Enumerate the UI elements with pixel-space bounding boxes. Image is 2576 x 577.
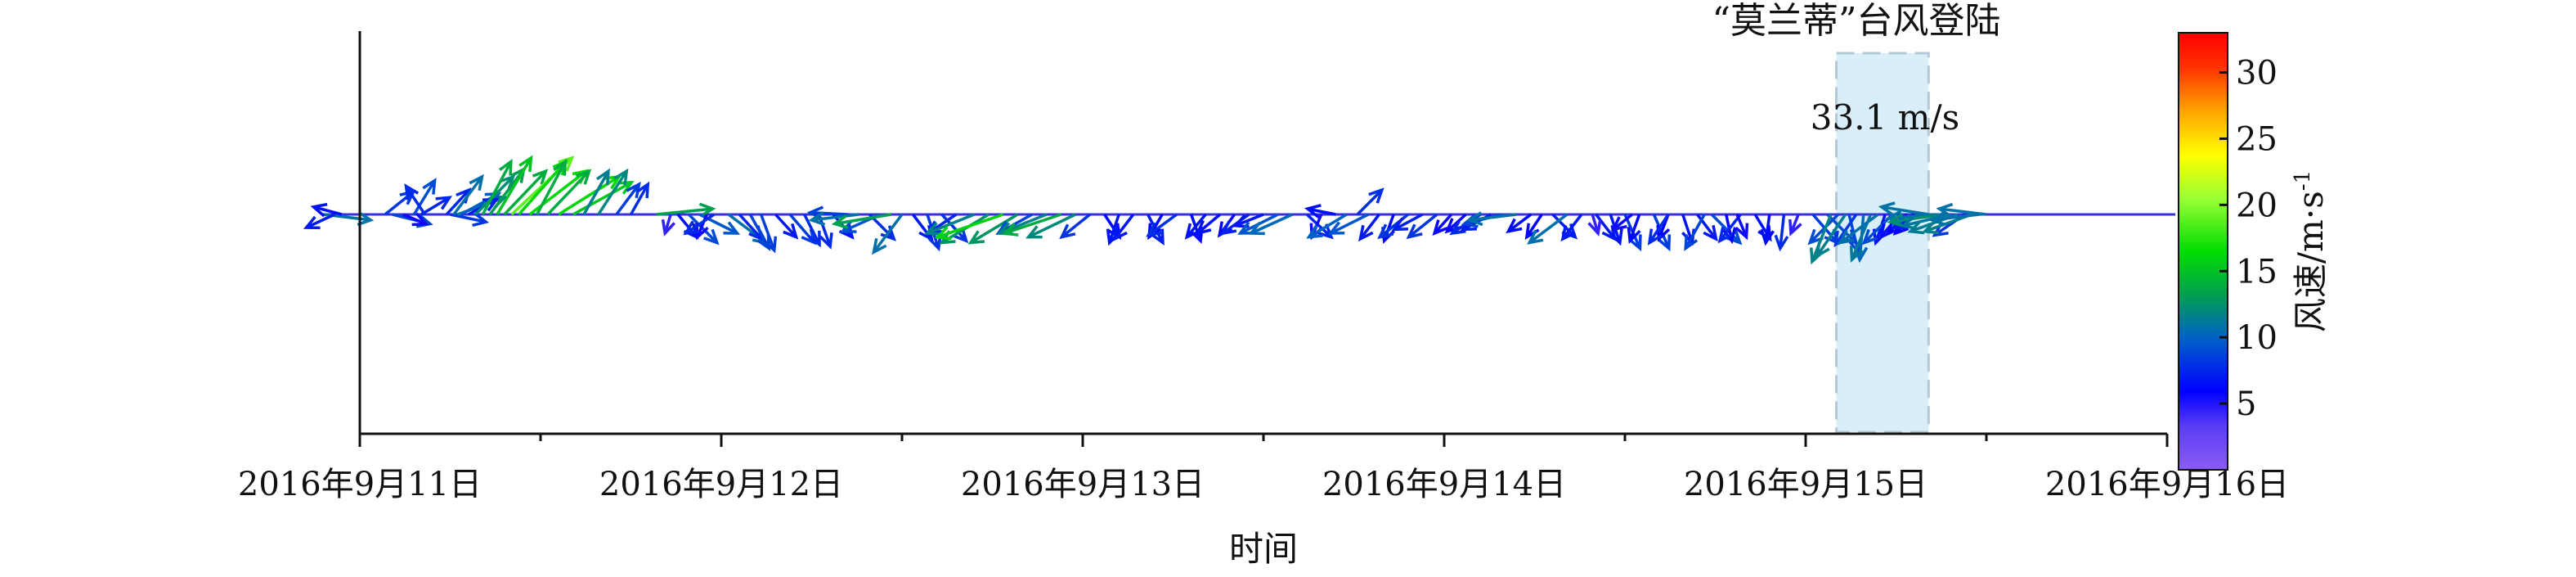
wind-vector xyxy=(572,180,635,216)
x-tick-label: 2016年9月13日 xyxy=(961,466,1205,503)
wind-vector xyxy=(1696,213,1718,242)
colorbar-ticks: 5 10 15 20 25 30 xyxy=(2219,55,2278,423)
wind-vector xyxy=(831,213,892,229)
wind-vector xyxy=(402,212,429,227)
colorbar-tick-label: 20 xyxy=(2236,187,2278,224)
wind-vector xyxy=(1358,213,1380,242)
colorbar xyxy=(2178,32,2228,471)
wind-vector xyxy=(310,202,343,218)
wind-vector xyxy=(1788,214,1802,237)
wind-vector xyxy=(940,213,969,244)
wind-vector xyxy=(1717,213,1742,244)
wind-vector xyxy=(597,168,629,215)
wind-vector xyxy=(1304,204,1336,219)
wind-vector xyxy=(1928,211,1980,227)
wind-vector xyxy=(1760,214,1775,246)
colorbar-label: 风速/m·s-1 xyxy=(2291,170,2331,332)
x-tick-label: 2016年9月16日 xyxy=(2045,466,2289,503)
wind-vector xyxy=(1306,213,1348,239)
x-tick-label: 2016年9月12日 xyxy=(599,466,843,503)
wind-vector xyxy=(496,155,533,215)
x-tick-label: 2016年9月11日 xyxy=(238,466,482,503)
wind-vector xyxy=(1465,211,1517,227)
wind-vector xyxy=(1146,213,1178,237)
wind-vector xyxy=(404,183,427,215)
wind-vector xyxy=(1059,213,1091,240)
wind-vector xyxy=(1735,214,1749,241)
wind-vector xyxy=(1356,187,1384,216)
x-tick-label: 2016年9月14日 xyxy=(1322,466,1566,503)
wind-vector xyxy=(1112,213,1135,242)
wind-vector xyxy=(303,213,335,230)
wind-vector xyxy=(1838,213,1879,245)
wind-vector xyxy=(1878,201,1929,216)
colorbar-tick-label: 25 xyxy=(2236,120,2278,158)
wind-vector xyxy=(759,214,778,254)
wind-vector xyxy=(1001,213,1062,237)
colorbar-tick-label: 10 xyxy=(2236,319,2278,357)
wind-vector xyxy=(1248,213,1294,236)
wind-vector xyxy=(452,174,484,216)
colorbar-tick-label: 30 xyxy=(2236,55,2278,92)
wind-vector xyxy=(420,196,453,216)
wind-vector xyxy=(695,214,709,241)
wind-vector xyxy=(1305,213,1334,240)
wind-vector xyxy=(1506,213,1533,234)
x-axis-label: 时间 xyxy=(1229,529,1298,569)
wind-vector xyxy=(967,213,1019,245)
max-wind-label: 33.1 m/s xyxy=(1811,97,1959,137)
wind-vector xyxy=(1184,213,1207,240)
wind-vector xyxy=(1025,213,1076,239)
wind-vector xyxy=(924,213,976,236)
wind-vector xyxy=(1627,214,1641,244)
wind-vector xyxy=(683,213,716,236)
wind-vector xyxy=(1327,213,1369,235)
wind-vector xyxy=(629,181,650,215)
wind-vector xyxy=(934,213,1004,241)
wind-vector xyxy=(1406,213,1438,240)
wind-vector xyxy=(808,211,859,227)
wind-vector xyxy=(1774,214,1789,252)
wind-vector xyxy=(1560,213,1583,242)
wind-vector xyxy=(1391,213,1424,232)
wind-vector xyxy=(656,202,716,218)
wind-vector xyxy=(582,168,610,215)
wind-vector xyxy=(1684,214,1706,251)
wind-vector xyxy=(1647,214,1670,246)
wind-vector xyxy=(1810,214,1833,265)
wind-vector xyxy=(1527,213,1568,245)
vector-layer xyxy=(303,155,2175,265)
wind-vector xyxy=(481,159,513,215)
wind-vector xyxy=(687,213,720,246)
wind-vector xyxy=(1587,214,1602,237)
wind-vector xyxy=(412,178,437,215)
landfall-title: “莫兰蒂”台风登陆 xyxy=(1712,0,2001,42)
x-tick-label: 2016年9月15日 xyxy=(1684,466,1928,503)
colorbar-tick-label: 15 xyxy=(2236,253,2278,291)
wind-vector xyxy=(1610,213,1633,232)
wind-vector xyxy=(450,212,490,227)
wind-vector xyxy=(1432,213,1453,236)
colorbar-label-superscript: -1 xyxy=(2291,170,2315,191)
wind-vector xyxy=(661,214,675,237)
colorbar-tick-label: 5 xyxy=(2236,385,2256,423)
wind-vector xyxy=(872,213,904,255)
wind-vector xyxy=(1936,202,1987,218)
wind-vector xyxy=(774,213,799,240)
wind-vector xyxy=(546,169,592,216)
wind-vector xyxy=(1377,213,1409,240)
wind-vector xyxy=(536,159,567,215)
x-ticks: 2016年9月11日 2016年9月12日 2016年9月13日 2016年9月14日… xyxy=(238,434,2289,503)
wind-vector xyxy=(803,214,821,248)
wind-vector xyxy=(1195,213,1222,236)
wind-vector xyxy=(384,189,416,216)
wind-vector xyxy=(503,169,549,216)
wind-vector xyxy=(1887,213,1944,228)
